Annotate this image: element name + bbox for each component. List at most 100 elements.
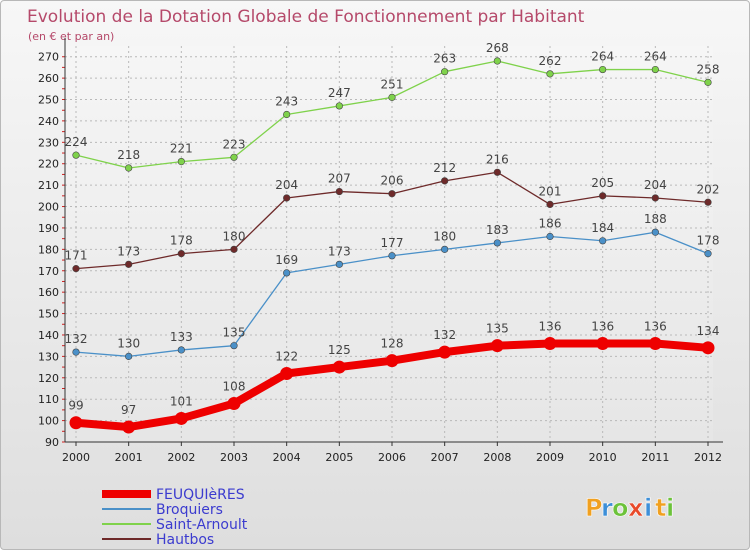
data-point: [332, 360, 346, 374]
data-label: 251: [381, 77, 404, 91]
data-point: [177, 250, 185, 258]
data-point: [599, 192, 607, 200]
data-label: 223: [223, 137, 246, 151]
data-label: 262: [539, 54, 562, 68]
data-point: [122, 420, 136, 434]
data-label: 206: [381, 174, 404, 188]
chart-title: Evolution de la Dotation Globale de Fonc…: [27, 7, 585, 27]
data-label: 99: [68, 399, 83, 413]
data-point: [599, 237, 607, 245]
data-label: 108: [223, 379, 246, 393]
data-point: [385, 354, 399, 368]
data-label: 135: [486, 322, 509, 336]
data-point: [651, 65, 659, 74]
logo-letter: P: [585, 494, 603, 522]
data-point: [441, 245, 449, 253]
x-tick-label: 2006: [378, 451, 406, 464]
data-label: 221: [170, 142, 193, 156]
y-tick-label: 180: [38, 243, 59, 256]
data-label: 268: [486, 41, 509, 55]
data-label: 186: [539, 217, 562, 231]
data-label: 135: [223, 326, 246, 340]
logo-letter: r: [601, 494, 613, 522]
data-label: 207: [328, 172, 351, 186]
data-point: [230, 153, 238, 161]
data-label: 125: [328, 343, 351, 357]
data-label: 97: [121, 403, 136, 417]
data-point: [283, 269, 291, 277]
data-point: [596, 337, 610, 351]
data-point: [490, 339, 504, 353]
logo-letter: i: [644, 494, 652, 522]
data-label: 263: [433, 52, 456, 66]
legend-label: Broquiers: [156, 502, 223, 518]
logo-letter: i: [666, 494, 674, 522]
data-label: 258: [697, 62, 720, 76]
data-label: 133: [170, 330, 193, 344]
data-label: 184: [591, 221, 614, 235]
data-label: 180: [433, 229, 456, 243]
data-point: [283, 194, 291, 202]
data-label: 264: [591, 50, 614, 64]
legend-label: FEUQUIèRES: [156, 487, 245, 503]
y-tick-label: 130: [38, 350, 59, 363]
y-tick-label: 260: [38, 72, 59, 85]
data-label: 136: [539, 320, 562, 334]
data-point: [72, 348, 80, 356]
data-point: [230, 245, 238, 253]
data-label: 169: [275, 253, 298, 267]
data-label: 218: [117, 148, 140, 162]
x-tick-label: 2003: [220, 451, 248, 464]
data-point: [704, 78, 712, 86]
data-point: [388, 190, 396, 198]
data-point: [125, 164, 133, 172]
y-tick-label: 160: [38, 286, 59, 299]
data-label: 171: [65, 249, 88, 263]
data-point: [174, 411, 188, 425]
data-label: 188: [644, 212, 667, 226]
data-point: [72, 265, 80, 273]
data-label: 247: [328, 86, 351, 100]
data-label: 202: [697, 182, 720, 196]
x-tick-label: 2010: [589, 451, 617, 464]
data-label: 178: [697, 234, 720, 248]
y-tick-label: 200: [38, 201, 59, 214]
series-group: [69, 57, 715, 434]
data-point: [651, 194, 659, 202]
data-label: 204: [644, 178, 667, 192]
data-point: [704, 250, 712, 258]
data-point: [335, 260, 343, 268]
chart-subtitle: (en € et par an): [28, 30, 114, 43]
x-tick-label: 2001: [115, 451, 143, 464]
data-label: 216: [486, 152, 509, 166]
data-label: 205: [591, 176, 614, 190]
y-tick-label: 190: [38, 222, 59, 235]
logo-letter: t: [655, 494, 666, 522]
data-point: [441, 177, 449, 185]
y-tick-label: 140: [38, 329, 59, 342]
data-label: 264: [644, 50, 667, 64]
axes: 90 100 110 120 130 140 150 160 170 180 190 200 210 22…: [38, 38, 723, 464]
data-label: 173: [328, 244, 351, 258]
data-label: 180: [223, 229, 246, 243]
data-point: [227, 396, 241, 410]
data-point: [388, 93, 396, 101]
data-point: [493, 239, 501, 247]
data-point: [546, 200, 554, 208]
data-label: 178: [170, 234, 193, 248]
data-label: 128: [381, 337, 404, 351]
x-tick-label: 2009: [536, 451, 564, 464]
data-point: [72, 151, 80, 159]
data-point: [388, 252, 396, 260]
plot-area: [65, 46, 713, 442]
data-point: [651, 228, 659, 236]
data-point: [493, 57, 501, 65]
data-label: 134: [697, 324, 720, 338]
data-point: [438, 345, 452, 359]
data-label: 122: [275, 350, 298, 364]
y-tick-label: 210: [38, 179, 59, 192]
x-tick-label: 2004: [273, 451, 301, 464]
data-point: [283, 110, 291, 119]
